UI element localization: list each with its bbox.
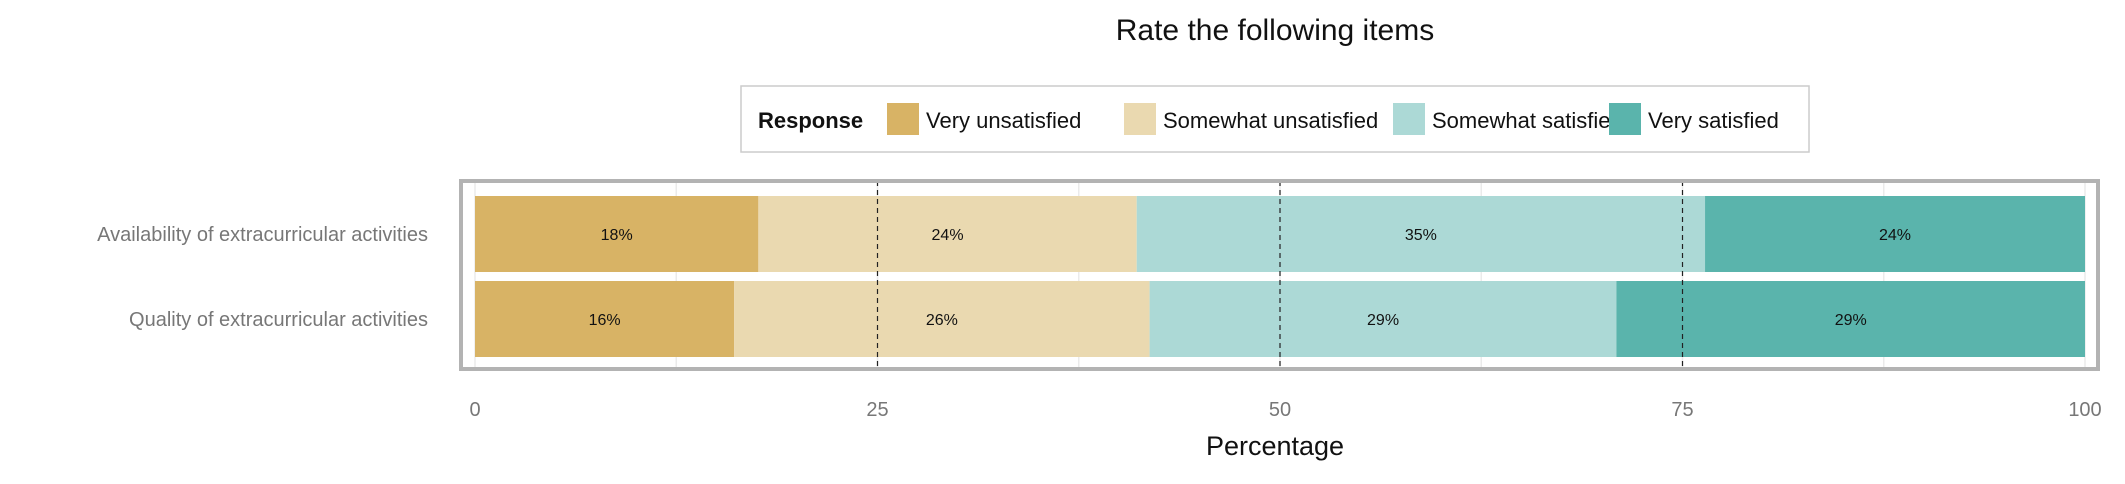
bar-segment	[1136, 196, 1706, 272]
x-tick-label: 50	[1269, 399, 1291, 421]
bar-data-label: 24%	[1879, 227, 1911, 244]
legend-label: Somewhat satisfied	[1432, 108, 1623, 133]
bar-segment	[734, 281, 1150, 357]
bar-data-label: 24%	[932, 227, 964, 244]
x-axis-title: Percentage	[1206, 431, 1344, 461]
bar-data-label: 26%	[926, 312, 958, 329]
panel-border	[459, 179, 2100, 371]
bar-data-label: 35%	[1405, 227, 1437, 244]
x-tick-label: 0	[469, 399, 480, 421]
x-tick-label: 100	[2068, 399, 2101, 421]
legend: Response Very unsatisfied Somewhat unsati…	[740, 85, 1810, 153]
legend-swatch	[1609, 103, 1641, 135]
bar-segment	[1705, 196, 2085, 272]
legend-label: Very satisfied	[1648, 108, 1779, 133]
chart-title: Rate the following items	[1116, 14, 1435, 47]
x-tick-label: 75	[1671, 399, 1693, 421]
legend-title: Response	[758, 108, 863, 133]
legend-label: Very unsatisfied	[926, 108, 1081, 133]
bar-data-label: 18%	[601, 227, 633, 244]
category-label: Availability of extracurricular activiti…	[97, 224, 428, 246]
bar-segment	[475, 196, 759, 272]
bar-data-label: 16%	[589, 312, 621, 329]
legend-label: Somewhat unsatisfied	[1163, 108, 1378, 133]
bar-data-label: 29%	[1835, 312, 1867, 329]
x-tick-label: 25	[866, 399, 888, 421]
bar-segment	[1616, 281, 2085, 357]
bar-segment	[475, 281, 735, 357]
legend-swatch	[887, 103, 919, 135]
plot-panel: 18% 24% 35% 24% 16% 26% 29% 29%	[459, 179, 2100, 371]
bar-segment	[1149, 281, 1617, 357]
legend-swatch	[1124, 103, 1156, 135]
bar-segment	[758, 196, 1137, 272]
bar-data-label: 29%	[1367, 312, 1399, 329]
legend-swatch	[1393, 103, 1425, 135]
category-label: Quality of extracurricular activities	[129, 309, 428, 331]
